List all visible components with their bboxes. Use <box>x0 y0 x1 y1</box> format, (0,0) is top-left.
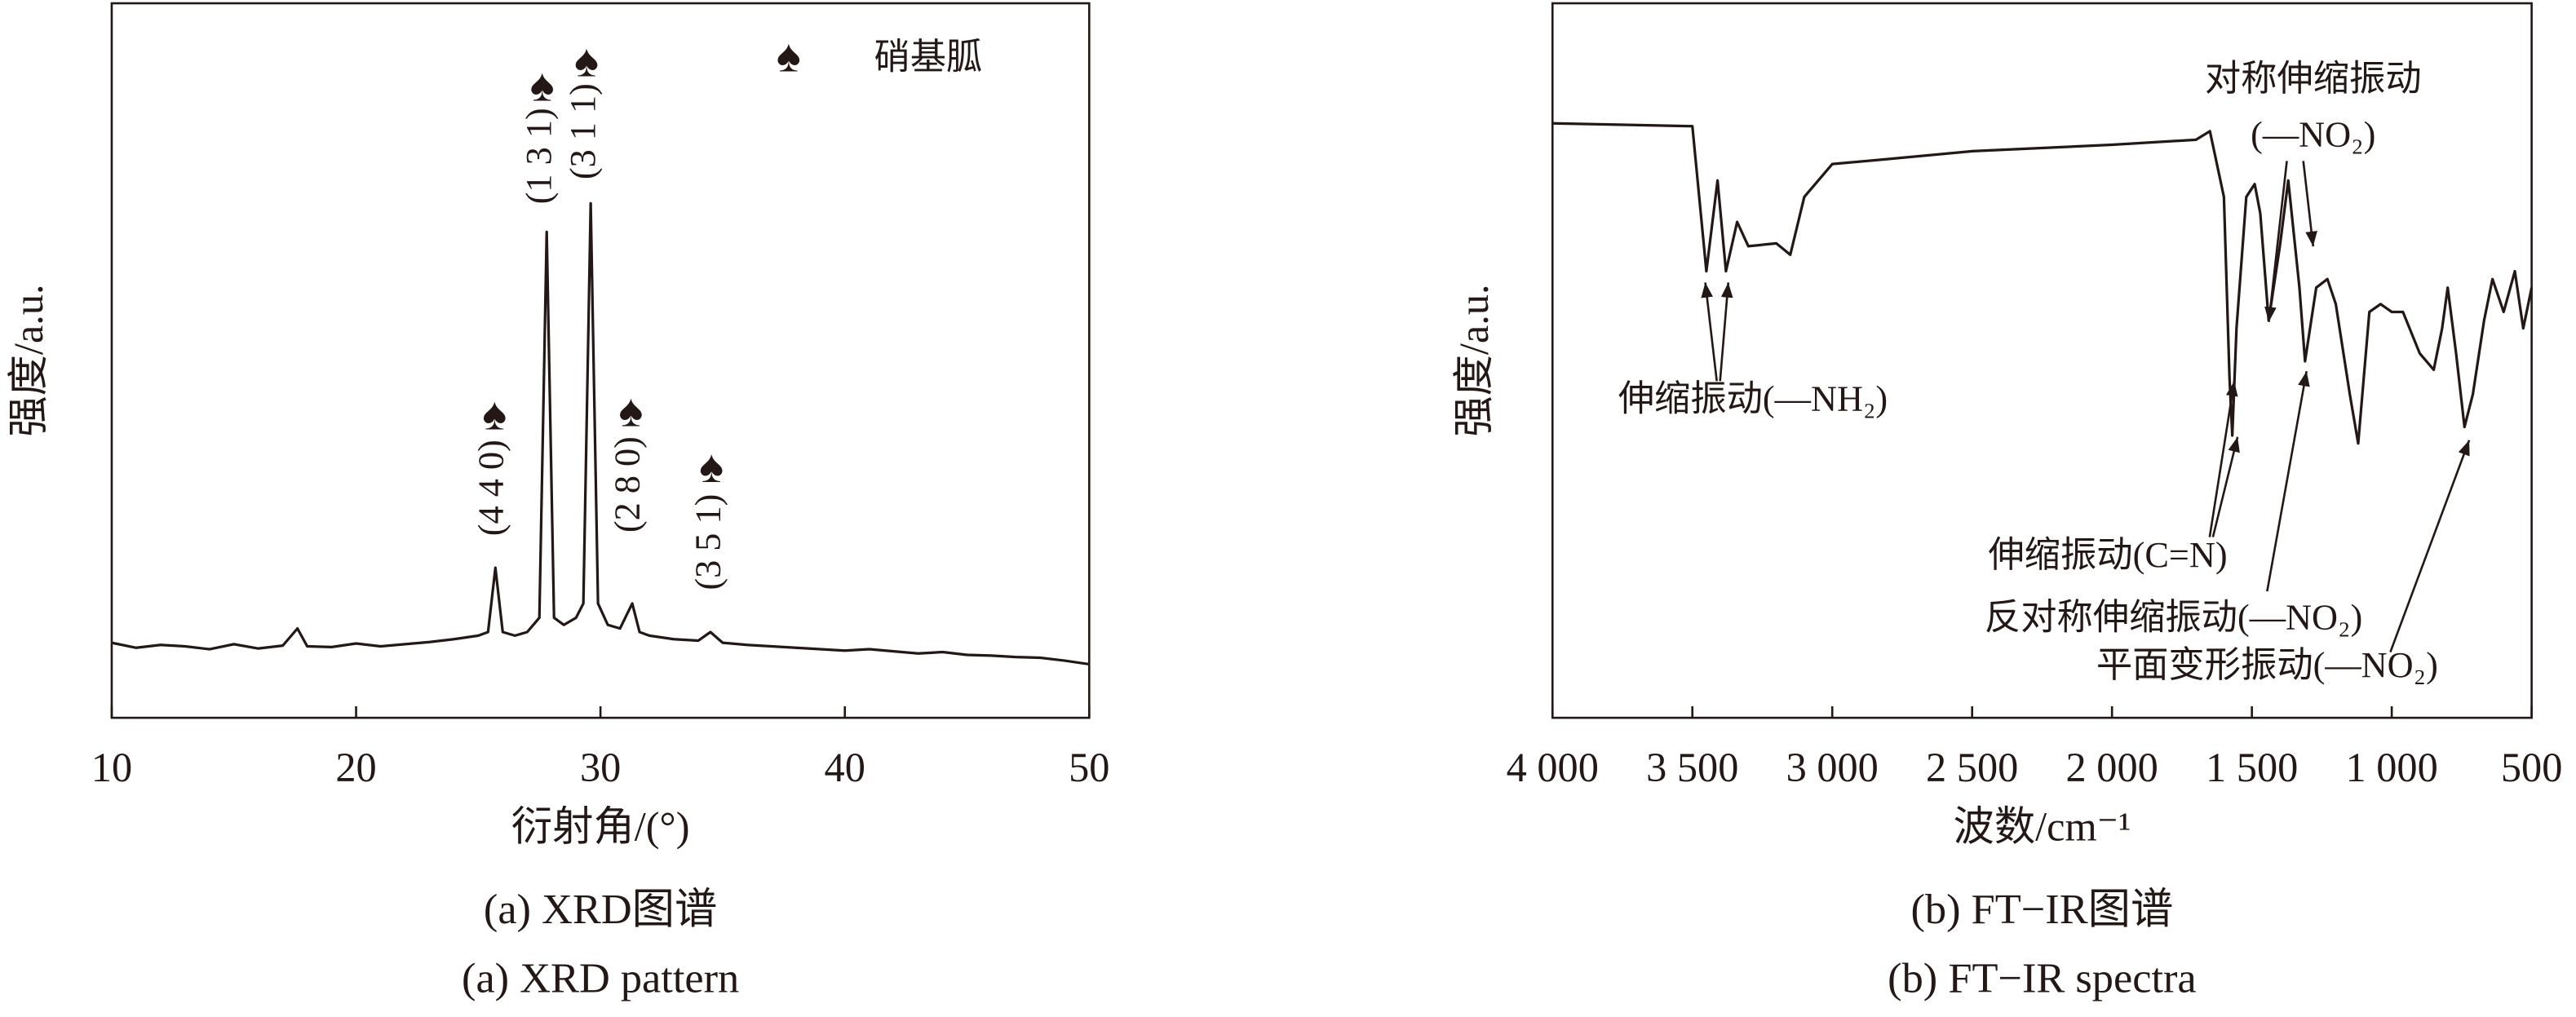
x-tick-label: 30 <box>580 745 621 790</box>
peak-annotation: (4 4 0) <box>471 440 511 536</box>
peak-marker: ♠ <box>699 442 724 493</box>
peak-annotation: 伸缩振动(C=N) <box>1988 535 2227 575</box>
annotation-arrow <box>1719 282 1733 382</box>
peak-annotation: (2 8 0) <box>608 436 648 533</box>
x-tick-label: 1 000 <box>2345 745 2437 790</box>
peak-marker: ♠ <box>574 36 599 86</box>
y-axis-title: 强度/a.u. <box>1451 284 1497 436</box>
peak-annotation: (3 5 1) <box>688 494 728 590</box>
caption: (a) XRD pattern <box>462 954 739 1002</box>
x-tick-label: 50 <box>1069 745 1109 790</box>
peak-annotation: (1 3 1) <box>519 108 559 204</box>
data-line <box>111 201 1090 666</box>
caption: (b) FT−IR spectra <box>1888 954 2196 1002</box>
legend-marker: ♠ <box>777 31 801 82</box>
x-axis-title: 衍射角/(°) <box>511 804 690 850</box>
x-tick-label: 10 <box>91 745 132 790</box>
x-tick-label: 4 000 <box>1507 745 1599 790</box>
annotation-arrow <box>2211 436 2240 537</box>
peak-marker: ♠ <box>482 390 507 440</box>
legend-label: 硝基胍 <box>874 38 982 77</box>
annotation-arrow <box>2302 161 2317 247</box>
x-axis-title: 波数/cm⁻¹ <box>1954 804 2131 850</box>
peak-annotation: (3 1 1) <box>563 83 603 179</box>
peak-marker: ♠ <box>530 61 555 112</box>
x-tick-label: 1 500 <box>2206 745 2298 790</box>
annotation-arrow <box>2389 440 2471 653</box>
annotation-arrow <box>1701 282 1718 382</box>
peak-annotation: 对称伸缩振动 <box>2205 59 2422 99</box>
annotation-arrow <box>2266 370 2310 592</box>
caption: (a) XRD图谱 <box>484 886 717 933</box>
x-tick-label: 20 <box>335 745 376 790</box>
peak-annotation: 反对称伸缩振动(—NO₂) <box>1985 597 2362 637</box>
x-tick-label: 3 000 <box>1786 745 1879 790</box>
plot-frame <box>1551 2 2533 719</box>
peak-annotation: 伸缩振动(—NH₂) <box>1618 379 1888 419</box>
data-line <box>1552 122 2534 445</box>
annotation-arrow <box>2264 161 2288 322</box>
x-tick-label: 500 <box>2501 745 2563 790</box>
x-tick-label: 40 <box>825 745 865 790</box>
peak-annotation: 平面变形振动(—NO₂) <box>2096 645 2438 685</box>
y-axis-title: 强度/a.u. <box>6 284 51 436</box>
x-tick-label: 2 500 <box>1926 745 2018 790</box>
peak-annotation: (—NO₂) <box>2251 114 2375 154</box>
caption: (b) FT−IR图谱 <box>1911 886 2174 933</box>
annotation-arrow <box>2208 381 2238 537</box>
x-tick-label: 3 500 <box>1646 745 1738 790</box>
x-tick-label: 2 000 <box>2066 745 2158 790</box>
peak-marker: ♠ <box>618 386 643 436</box>
